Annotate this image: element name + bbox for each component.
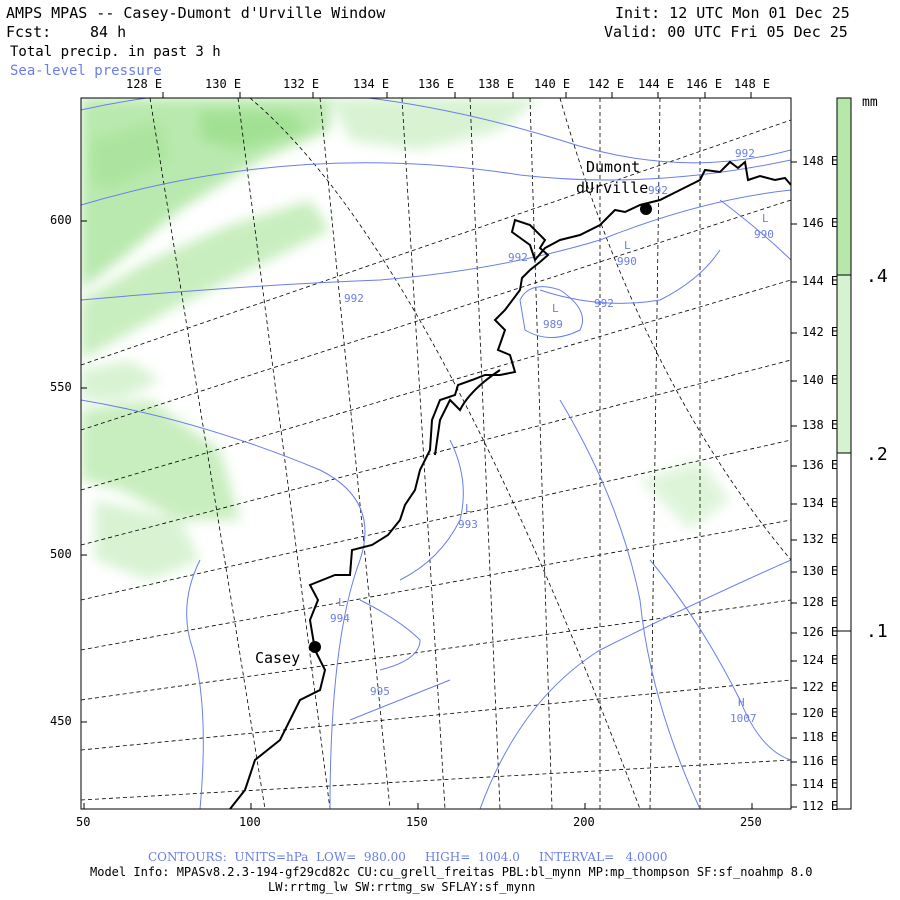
slp-label: 989 xyxy=(543,318,563,331)
left-tick-label: 600 xyxy=(50,213,72,227)
colorbar xyxy=(836,97,852,810)
top-tick-label: 134 E xyxy=(353,77,390,91)
slp-label: 994 xyxy=(330,612,350,625)
contours-info: CONTOURS: UNITS=hPa LOW= 980.00 HIGH= 10… xyxy=(148,850,668,864)
slp-tag: L xyxy=(465,502,472,515)
model-info-line2: LW:rrtmg_lw SW:rrtmg_sw SFLAY:sf_mynn xyxy=(268,880,536,894)
slp-label: 1007 xyxy=(730,712,757,725)
forecast-label: Fcst: xyxy=(6,23,52,41)
right-tick-label: 122 E xyxy=(802,680,839,694)
slp-tag: L xyxy=(338,596,345,609)
left-tick-label: 500 xyxy=(50,547,72,561)
dumont-label-line2: dUrville xyxy=(576,179,649,197)
top-tick-label: 138 E xyxy=(478,77,515,91)
right-tick-label: 124 E xyxy=(802,653,839,667)
right-tick-label: 136 E xyxy=(802,458,839,472)
plot-frame xyxy=(80,97,792,810)
slp-tag: L xyxy=(552,302,559,315)
right-axis-ticks xyxy=(791,161,797,808)
right-tick-label: 128 E xyxy=(802,595,839,609)
slp-label: 992 xyxy=(594,297,614,310)
forecast-value: 84 h xyxy=(90,23,127,41)
right-tick-label: 146 E xyxy=(802,216,839,230)
slp-label: 992 xyxy=(648,184,668,197)
right-tick-label: 112 E xyxy=(802,799,839,813)
colorbar-label: .1 xyxy=(866,621,888,642)
init-time: Init: 12 UTC Mon 01 Dec 25 xyxy=(615,4,850,22)
casey-label: Casey xyxy=(255,649,301,667)
bottom-tick-label: 100 xyxy=(239,815,261,829)
bottom-tick-label: 150 xyxy=(406,815,428,829)
top-tick-label: 128 E xyxy=(126,77,163,91)
field-label: Total precip. in past 3 h xyxy=(10,44,221,60)
left-tick-label: 550 xyxy=(50,380,72,394)
slp-tag: L xyxy=(762,212,769,225)
slp-tag: H xyxy=(738,696,745,709)
top-axis-ticks xyxy=(162,92,752,98)
top-tick-label: 130 E xyxy=(205,77,242,91)
top-tick-label: 144 E xyxy=(638,77,675,91)
top-tick-label: 148 E xyxy=(734,77,771,91)
valid-time: Valid: 00 UTC Fri 05 Dec 25 xyxy=(604,23,848,41)
right-tick-label: 118 E xyxy=(802,730,839,744)
dumont-durville-marker xyxy=(640,203,652,215)
casey-marker xyxy=(309,641,321,653)
right-tick-label: 138 E xyxy=(802,418,839,432)
slp-label: 992 xyxy=(344,292,364,305)
right-tick-label: 148 E xyxy=(802,154,839,168)
frame-ticks xyxy=(81,220,753,809)
overlay-label: Sea-level pressure xyxy=(10,63,162,79)
slp-label: 990 xyxy=(754,228,774,241)
slp-label: 995 xyxy=(370,685,390,698)
colorbar-unit: mm xyxy=(862,95,878,110)
right-tick-label: 116 E xyxy=(802,754,839,768)
right-tick-label: 114 E xyxy=(802,777,839,791)
slp-label: 990 xyxy=(617,255,637,268)
map-title: AMPS MPAS -- Casey-Dumont d'Urville Wind… xyxy=(6,4,386,22)
bottom-tick-label: 250 xyxy=(740,815,762,829)
top-tick-label: 140 E xyxy=(534,77,571,91)
slp-label: 992 xyxy=(735,147,755,160)
slp-label: 992 xyxy=(508,251,528,264)
right-tick-label: 130 E xyxy=(802,564,839,578)
top-tick-label: 132 E xyxy=(283,77,320,91)
right-tick-label: 134 E xyxy=(802,496,839,510)
top-tick-label: 136 E xyxy=(418,77,455,91)
right-tick-label: 144 E xyxy=(802,274,839,288)
coastline xyxy=(229,160,791,809)
top-tick-label: 142 E xyxy=(588,77,625,91)
model-info: Model Info: MPASv8.2.3-194-gf29cd82c CU:… xyxy=(90,865,813,879)
right-tick-label: 140 E xyxy=(802,373,839,387)
colorbar-label: .2 xyxy=(866,444,888,465)
precip-shading xyxy=(81,98,730,580)
right-tick-label: 126 E xyxy=(802,625,839,639)
right-tick-label: 132 E xyxy=(802,532,839,546)
slp-label: 993 xyxy=(458,518,478,531)
right-tick-label: 142 E xyxy=(802,325,839,339)
colorbar-label: .4 xyxy=(866,266,888,287)
top-tick-label: 146 E xyxy=(686,77,723,91)
bottom-tick-label: 200 xyxy=(573,815,595,829)
right-tick-label: 120 E xyxy=(802,706,839,720)
slp-contours xyxy=(81,98,791,809)
bottom-tick-label: 50 xyxy=(76,815,91,829)
slp-tag: L xyxy=(624,239,631,252)
left-tick-label: 450 xyxy=(50,714,72,728)
dumont-label-line1: Dumont xyxy=(586,158,641,176)
